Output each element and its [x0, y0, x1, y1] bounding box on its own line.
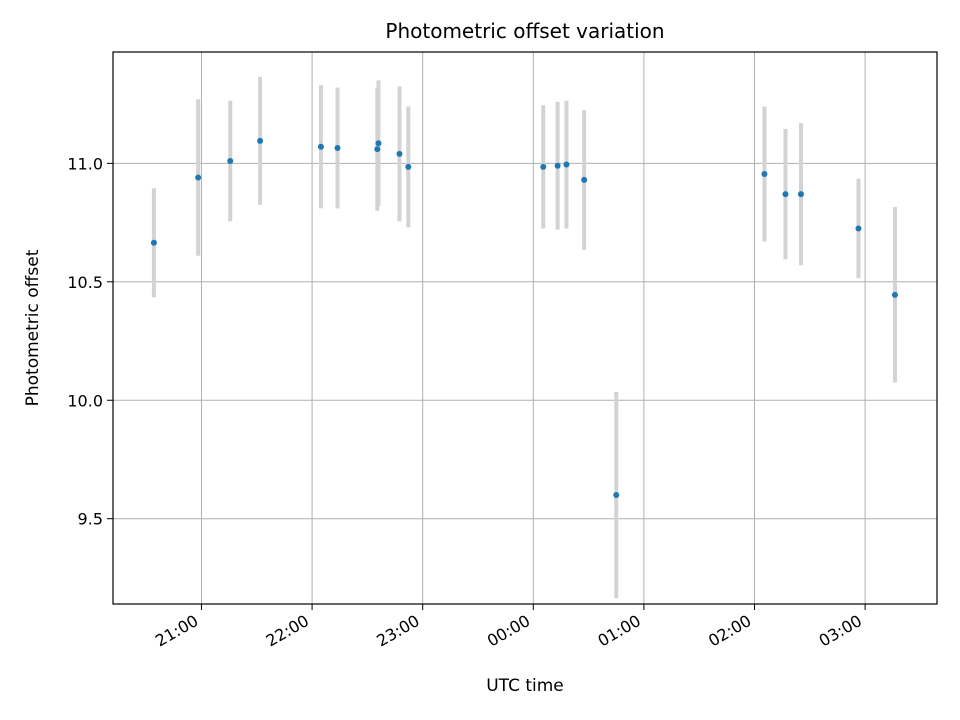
plot-area-frame — [112, 51, 938, 605]
data-point — [797, 191, 804, 198]
data-point — [563, 161, 570, 168]
data-point — [613, 492, 620, 499]
data-point — [257, 137, 264, 144]
data-point — [150, 239, 157, 246]
data-point — [374, 146, 381, 153]
data-point — [317, 143, 324, 150]
y-tick-label: 9.5 — [78, 510, 103, 529]
data-point — [375, 140, 382, 147]
data-point — [782, 191, 789, 198]
data-point — [891, 291, 898, 298]
y-axis: 9.5 10.0 10.5 11.0 — [67, 154, 113, 529]
data-point — [405, 163, 412, 170]
data-point — [581, 176, 588, 183]
data-point — [554, 162, 561, 169]
y-axis-title: Photometric offset — [23, 249, 43, 406]
grid — [113, 52, 937, 604]
data-point — [761, 171, 768, 178]
chart-title: Photometric offset variation — [385, 19, 664, 43]
y-tick-label: 10.5 — [67, 273, 103, 292]
y-tick-label: 10.0 — [67, 391, 103, 410]
data-point — [334, 144, 341, 151]
x-axis-title: UTC time — [486, 676, 564, 696]
data-point — [855, 225, 862, 232]
data-point — [195, 174, 202, 181]
data-point — [227, 157, 234, 164]
data-points — [150, 137, 898, 499]
data-point — [396, 150, 403, 157]
data-point — [540, 163, 547, 170]
y-tick-label: 11.0 — [67, 154, 103, 173]
